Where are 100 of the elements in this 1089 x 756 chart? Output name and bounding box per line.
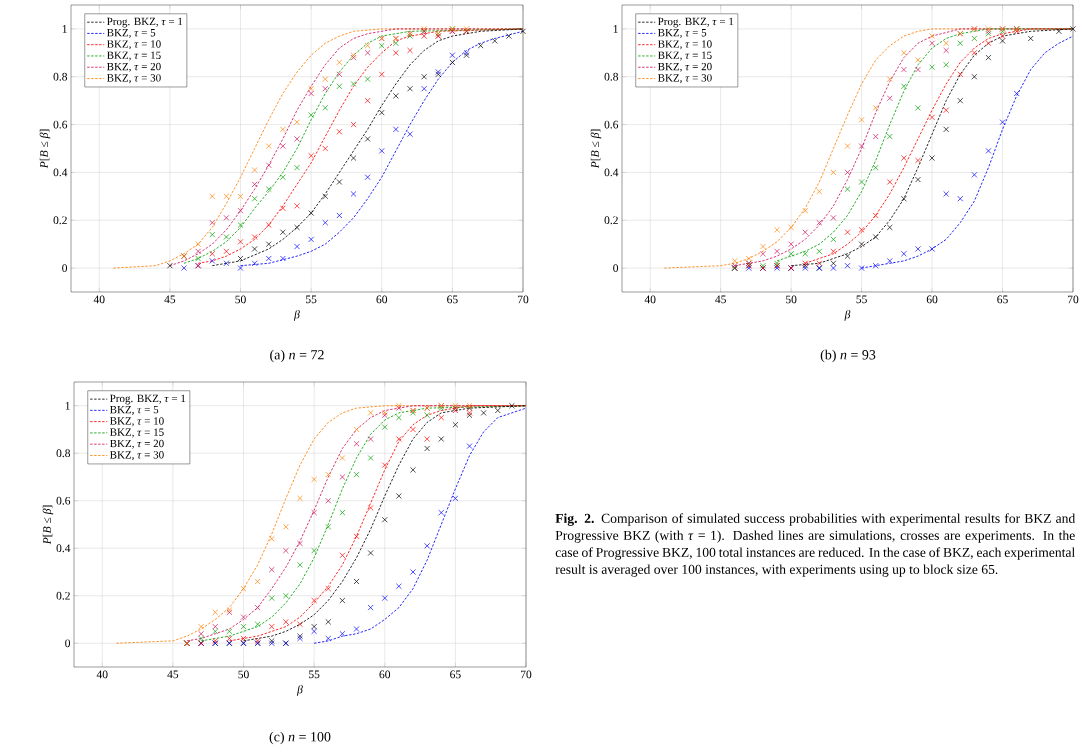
point bbox=[971, 73, 978, 80]
point bbox=[279, 143, 286, 149]
x-tick-label: 70 bbox=[518, 295, 529, 304]
point bbox=[353, 471, 360, 478]
point bbox=[308, 85, 315, 92]
point bbox=[985, 54, 992, 61]
point bbox=[985, 147, 992, 154]
point bbox=[237, 265, 244, 271]
point bbox=[872, 104, 879, 111]
legend-label: BKZ, τ = 5 bbox=[657, 29, 707, 38]
point bbox=[505, 33, 512, 39]
point bbox=[254, 621, 261, 628]
text: (b) n = 93 bbox=[820, 349, 876, 363]
point bbox=[223, 234, 230, 240]
point bbox=[900, 83, 907, 90]
y-tick-label: 0.8 bbox=[56, 449, 71, 458]
point bbox=[364, 174, 371, 181]
point bbox=[410, 466, 416, 473]
point bbox=[943, 40, 950, 47]
point bbox=[886, 224, 893, 231]
point bbox=[265, 143, 272, 149]
point bbox=[520, 28, 526, 35]
point bbox=[872, 234, 879, 240]
point bbox=[943, 61, 950, 68]
legend-label: BKZ, τ = 15 bbox=[110, 428, 164, 438]
point bbox=[268, 623, 275, 630]
x-tick-label: 40 bbox=[644, 295, 656, 304]
point bbox=[508, 402, 515, 409]
point bbox=[449, 59, 456, 66]
x-tick-label: 50 bbox=[786, 295, 797, 304]
point bbox=[392, 40, 399, 47]
point bbox=[929, 114, 935, 121]
point bbox=[999, 119, 1006, 126]
point bbox=[364, 76, 371, 83]
point bbox=[844, 262, 851, 269]
point bbox=[251, 234, 258, 240]
point bbox=[872, 212, 879, 219]
point bbox=[943, 47, 950, 54]
line-series bbox=[861, 35, 1074, 269]
point bbox=[240, 614, 247, 621]
point bbox=[339, 630, 346, 637]
point bbox=[364, 49, 371, 56]
point bbox=[957, 40, 964, 47]
point bbox=[381, 595, 388, 602]
y-tick-label: 0.8 bbox=[604, 72, 619, 81]
point bbox=[265, 255, 272, 262]
point bbox=[900, 49, 907, 56]
point bbox=[915, 157, 921, 164]
point bbox=[251, 195, 258, 202]
point bbox=[279, 229, 286, 236]
point bbox=[339, 474, 346, 480]
point bbox=[1013, 90, 1020, 97]
point bbox=[858, 226, 865, 233]
point bbox=[480, 409, 487, 416]
point bbox=[268, 595, 275, 602]
point bbox=[181, 265, 187, 271]
point bbox=[378, 147, 385, 154]
point bbox=[915, 246, 921, 252]
point bbox=[900, 155, 907, 161]
point bbox=[209, 231, 216, 238]
point bbox=[886, 258, 893, 264]
point bbox=[407, 131, 413, 138]
point bbox=[308, 210, 315, 216]
x-axis-title: β bbox=[296, 685, 303, 696]
point bbox=[858, 265, 865, 271]
point bbox=[336, 71, 343, 78]
point bbox=[381, 462, 388, 469]
point bbox=[745, 255, 752, 262]
point bbox=[254, 604, 261, 611]
point bbox=[929, 246, 935, 252]
point bbox=[282, 547, 289, 554]
point bbox=[424, 445, 431, 452]
point bbox=[367, 436, 374, 442]
point bbox=[802, 229, 809, 236]
point bbox=[226, 635, 233, 642]
point bbox=[279, 174, 286, 181]
legend-label: BKZ, τ = 30 bbox=[107, 74, 161, 84]
x-tick-label: 50 bbox=[235, 295, 246, 304]
point bbox=[407, 47, 413, 54]
point bbox=[223, 193, 230, 200]
point bbox=[421, 73, 428, 80]
point bbox=[452, 421, 459, 428]
point bbox=[311, 476, 318, 483]
point bbox=[858, 241, 865, 248]
point bbox=[929, 40, 935, 47]
point bbox=[816, 248, 823, 255]
point bbox=[395, 583, 402, 590]
point bbox=[240, 585, 247, 592]
legend-label: BKZ, τ = 20 bbox=[110, 439, 164, 449]
point bbox=[364, 136, 371, 142]
point bbox=[297, 540, 303, 547]
point bbox=[929, 155, 935, 161]
y-tick-label: 0.8 bbox=[53, 72, 68, 81]
point bbox=[378, 71, 385, 78]
point bbox=[788, 250, 795, 257]
point bbox=[279, 126, 286, 133]
point bbox=[282, 523, 289, 530]
point bbox=[395, 493, 402, 499]
point bbox=[297, 621, 303, 628]
legend-label: Prog. BKZ, τ = 1 bbox=[110, 394, 186, 405]
